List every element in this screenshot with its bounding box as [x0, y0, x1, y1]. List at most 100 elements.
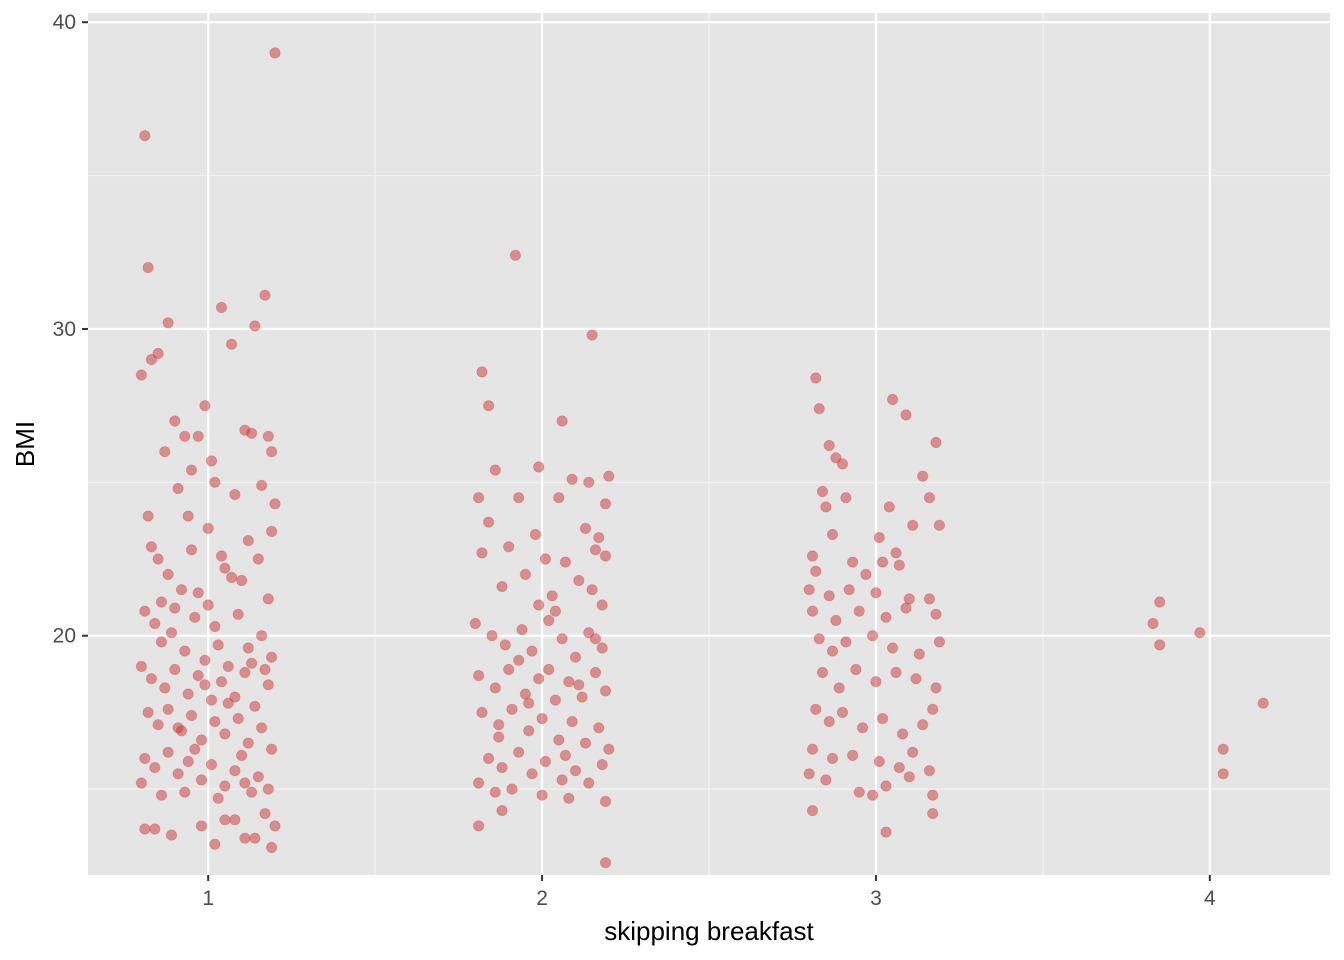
- data-point: [246, 427, 258, 439]
- data-point: [927, 703, 939, 715]
- data-point: [890, 666, 902, 679]
- data-point: [269, 47, 281, 59]
- data-point: [252, 553, 264, 565]
- data-point: [229, 691, 241, 703]
- data-point: [586, 584, 598, 596]
- data-point: [873, 531, 885, 544]
- x-tick-label: 1: [202, 887, 214, 910]
- data-point: [576, 691, 588, 703]
- data-point: [850, 663, 862, 676]
- data-point: [599, 795, 612, 808]
- data-point: [269, 498, 281, 510]
- data-point: [252, 771, 264, 783]
- data-point: [533, 461, 545, 473]
- data-point: [870, 676, 882, 688]
- data-point: [596, 599, 608, 611]
- data-point: [202, 599, 214, 611]
- data-point: [573, 574, 585, 587]
- data-point: [493, 731, 505, 743]
- data-point: [185, 544, 198, 556]
- data-point: [549, 694, 562, 706]
- data-point: [903, 771, 915, 783]
- data-point: [152, 553, 164, 565]
- data-point: [139, 130, 151, 142]
- data-point: [169, 415, 181, 427]
- data-point: [489, 682, 501, 694]
- data-point: [209, 715, 221, 728]
- data-point: [573, 679, 585, 691]
- data-point: [265, 743, 278, 755]
- data-point: [209, 476, 221, 488]
- data-point: [489, 786, 501, 798]
- data-point: [603, 470, 615, 482]
- data-point: [179, 645, 191, 657]
- data-point: [539, 553, 552, 565]
- data-point: [876, 712, 889, 725]
- data-point: [910, 673, 922, 685]
- data-point: [886, 393, 899, 406]
- data-point: [209, 620, 221, 633]
- data-point: [907, 519, 919, 531]
- data-point: [159, 446, 171, 458]
- data-point: [162, 746, 174, 758]
- data-point: [242, 642, 254, 654]
- data-point: [472, 492, 485, 504]
- y-tick-label: 40: [53, 11, 76, 34]
- data-point: [559, 749, 572, 762]
- data-point: [239, 832, 251, 844]
- data-point: [529, 528, 542, 541]
- data-point: [172, 482, 184, 495]
- data-point: [1194, 627, 1206, 639]
- data-point: [519, 568, 532, 581]
- data-point: [927, 789, 939, 801]
- data-point: [546, 590, 558, 602]
- data-point: [135, 777, 147, 789]
- data-point: [876, 556, 889, 568]
- data-point: [189, 611, 201, 623]
- data-point: [816, 485, 829, 498]
- data-point: [816, 666, 829, 679]
- data-point: [265, 841, 278, 854]
- data-point: [583, 476, 595, 488]
- data-point: [583, 627, 595, 639]
- data-point: [486, 630, 498, 642]
- data-point: [209, 838, 221, 850]
- data-point: [826, 645, 839, 657]
- data-point: [823, 590, 835, 602]
- data-point: [930, 436, 942, 449]
- data-point: [900, 409, 912, 421]
- data-point: [226, 571, 238, 584]
- data-point: [489, 464, 501, 476]
- x-tick-label: 3: [870, 887, 882, 910]
- data-point: [917, 719, 929, 731]
- data-point: [533, 673, 545, 685]
- data-point: [142, 261, 154, 274]
- data-point: [556, 633, 568, 645]
- data-point: [145, 541, 157, 553]
- data-point: [246, 786, 258, 798]
- data-point: [172, 722, 184, 734]
- data-point: [1217, 768, 1229, 780]
- data-point: [836, 706, 849, 719]
- y-tick-label: 30: [53, 318, 76, 341]
- data-point: [219, 728, 231, 740]
- data-point: [930, 608, 942, 620]
- data-point: [513, 492, 525, 504]
- data-points: [135, 47, 1269, 869]
- data-point: [513, 746, 525, 758]
- data-point: [900, 602, 912, 614]
- data-point: [533, 599, 545, 611]
- data-point: [149, 761, 161, 774]
- data-point: [806, 605, 819, 617]
- data-point: [265, 651, 278, 663]
- data-point: [830, 452, 842, 464]
- x-tick-label: 2: [536, 887, 548, 910]
- data-point: [472, 669, 485, 682]
- data-point: [476, 547, 488, 559]
- data-point: [893, 761, 905, 774]
- data-point: [202, 522, 214, 535]
- data-point: [149, 617, 161, 630]
- data-point: [813, 403, 825, 415]
- data-point: [192, 669, 204, 682]
- data-point: [262, 593, 274, 605]
